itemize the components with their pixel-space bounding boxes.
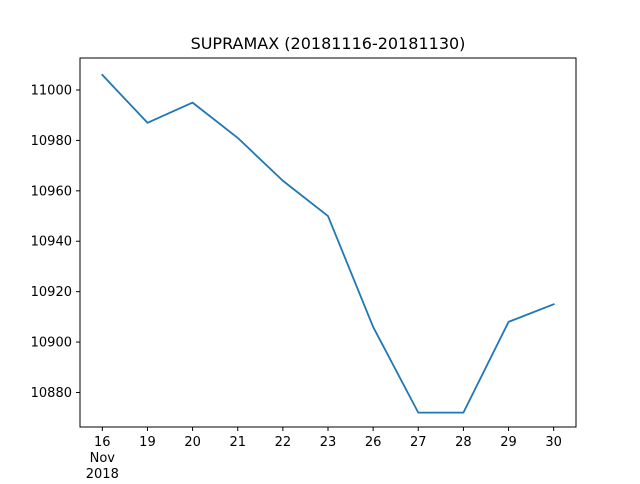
plot-area xyxy=(101,73,555,414)
x-tick-label: 19 xyxy=(139,435,156,450)
x-tick-label: 22 xyxy=(275,435,292,450)
chart-title: SUPRAMAX (20181116-20181130) xyxy=(191,34,466,53)
x-tick-label: 27 xyxy=(410,435,427,450)
y-tick-label: 10960 xyxy=(31,184,72,199)
x-tick-label: 30 xyxy=(545,435,562,450)
x-tick-label: 20 xyxy=(184,435,201,450)
x-tick-label: 16 xyxy=(94,435,111,450)
y-tick-label: 10940 xyxy=(31,235,72,250)
x-tick-label: 29 xyxy=(500,435,517,450)
y-tick-label: 10980 xyxy=(31,134,72,149)
x-tick-label: 21 xyxy=(229,435,246,450)
y-tick-label: 10900 xyxy=(31,336,72,351)
x-tick-label: 23 xyxy=(320,435,337,450)
x-axis-date-sublabel: Nov xyxy=(90,451,116,466)
y-tick-label: 11000 xyxy=(31,84,72,99)
y-tick-label: 10920 xyxy=(31,285,72,300)
y-tick-label: 10880 xyxy=(31,386,72,401)
x-tick-label: 26 xyxy=(365,435,382,450)
x-tick-label: 28 xyxy=(455,435,472,450)
x-axis-date-sublabel: 2018 xyxy=(86,467,119,480)
series-line-0 xyxy=(101,73,555,414)
